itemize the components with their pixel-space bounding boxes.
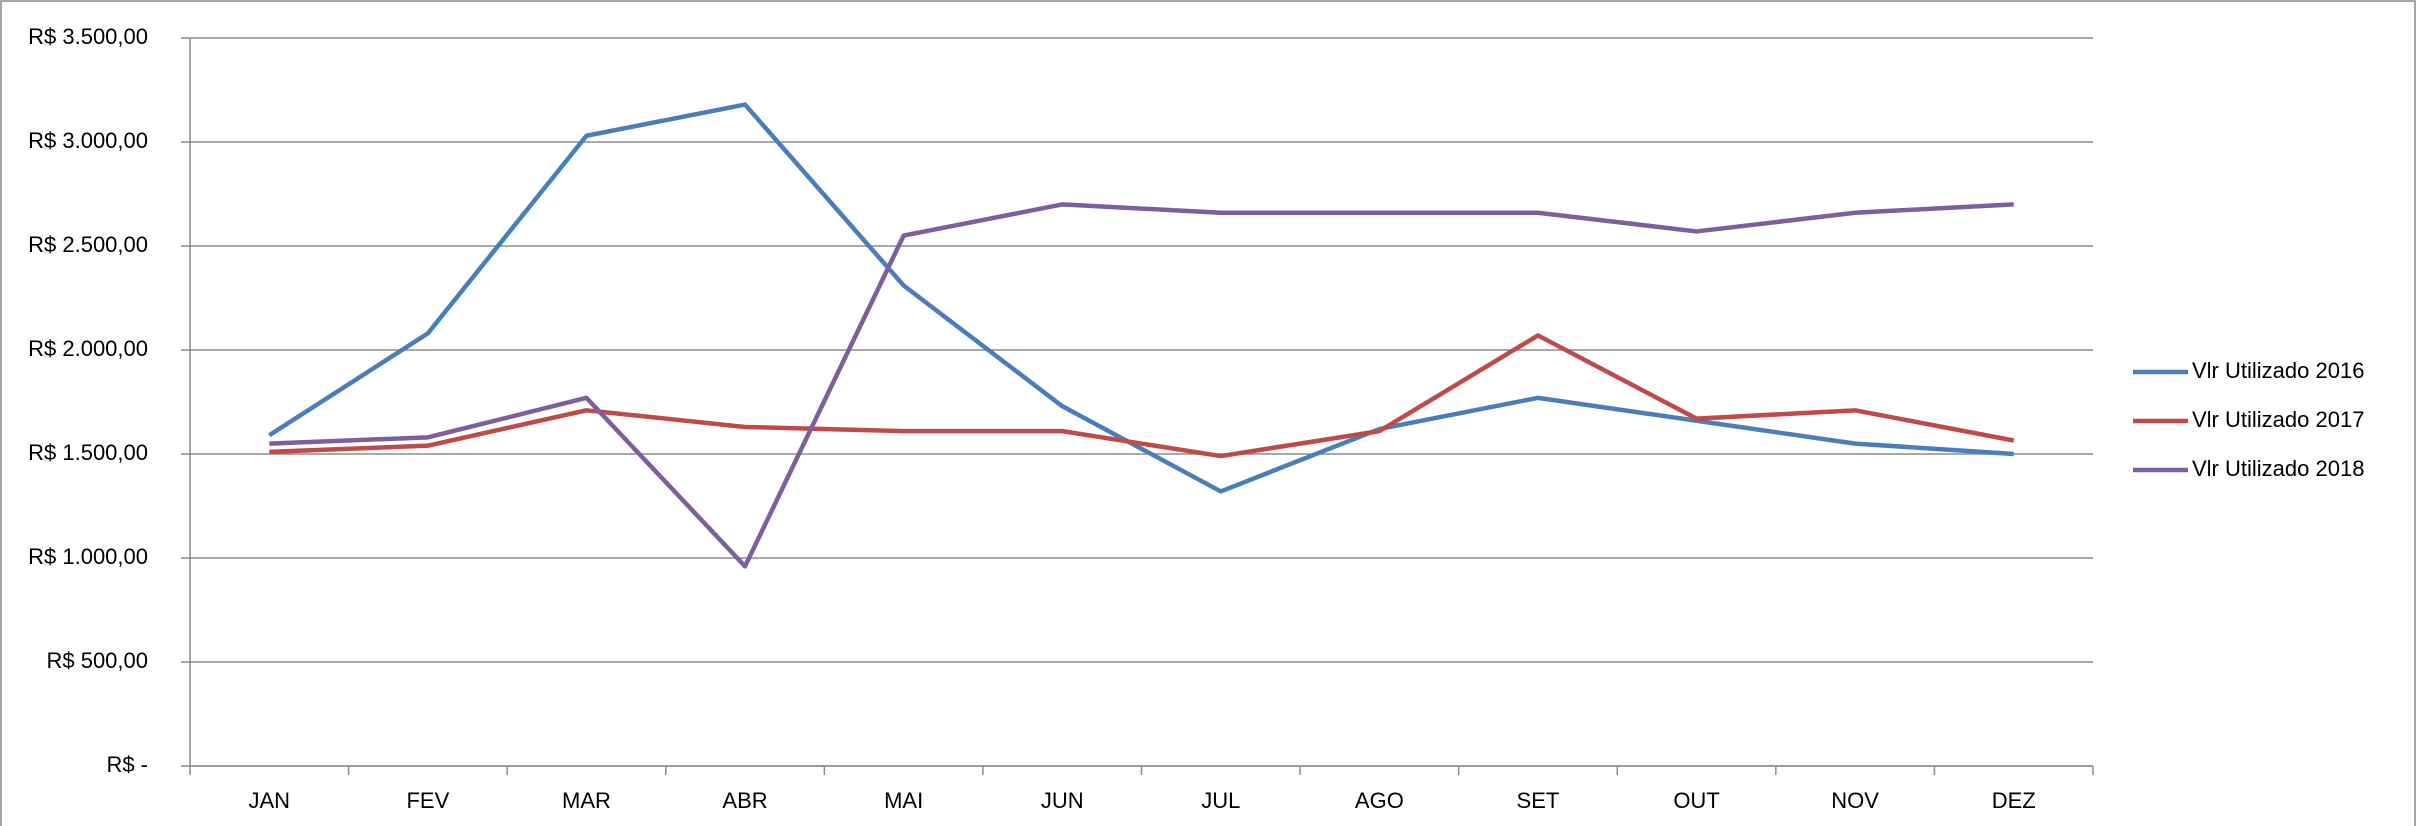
x-tick-label: MAR bbox=[562, 788, 611, 813]
y-tick-label: R$ - bbox=[106, 752, 148, 777]
legend-label: Vlr Utilizado 2017 bbox=[2192, 407, 2364, 432]
y-tick-label: R$ 500,00 bbox=[46, 648, 148, 673]
x-tick-label: SET bbox=[1517, 788, 1560, 813]
series-line bbox=[269, 333, 2015, 459]
x-tick-label: JAN bbox=[249, 788, 291, 813]
x-tick-label: DEZ bbox=[1992, 788, 2036, 813]
y-tick-label: R$ 3.500,00 bbox=[28, 24, 148, 49]
y-tick-label: R$ 1.500,00 bbox=[28, 440, 148, 465]
legend-label: Vlr Utilizado 2018 bbox=[2192, 456, 2364, 481]
x-tick-label: JUL bbox=[1201, 788, 1240, 813]
x-tick-label: ABR bbox=[722, 788, 767, 813]
series-line bbox=[269, 202, 2014, 569]
legend-label: Vlr Utilizado 2016 bbox=[2192, 358, 2364, 383]
x-tick-label: JUN bbox=[1041, 788, 1084, 813]
x-tick-label: NOV bbox=[1831, 788, 1879, 813]
x-tick-label: MAI bbox=[884, 788, 923, 813]
y-tick-label: R$ 3.000,00 bbox=[28, 128, 148, 153]
y-tick-label: R$ 2.000,00 bbox=[28, 336, 148, 361]
x-tick-label: AGO bbox=[1355, 788, 1404, 813]
series-line bbox=[268, 102, 2014, 494]
x-tick-label: FEV bbox=[406, 788, 449, 813]
y-tick-label: R$ 1.000,00 bbox=[28, 544, 148, 569]
x-tick-label: OUT bbox=[1673, 788, 1719, 813]
y-tick-label: R$ 2.500,00 bbox=[28, 232, 148, 257]
